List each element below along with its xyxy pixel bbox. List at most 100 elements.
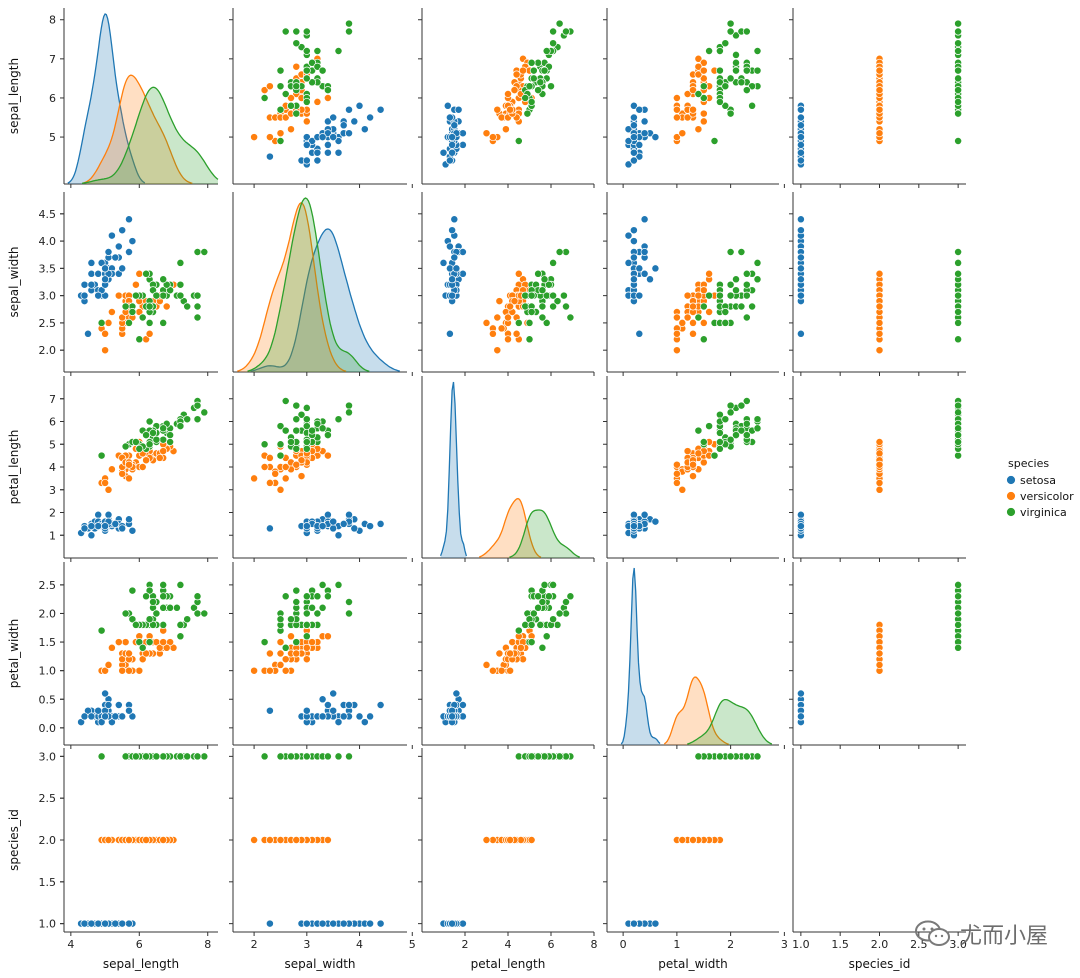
legend: species setosa versicolor virginica xyxy=(1006,457,1074,519)
point-setosa xyxy=(302,156,311,165)
point-versicolor xyxy=(135,269,144,278)
point-virginica xyxy=(534,269,543,278)
point-setosa xyxy=(635,291,644,300)
x-tick-label: 3 xyxy=(781,938,788,951)
point-setosa xyxy=(323,510,332,519)
point-virginica xyxy=(954,109,963,118)
kde-line-setosa xyxy=(620,567,661,745)
point-setosa xyxy=(458,140,467,149)
point-virginica xyxy=(732,66,740,75)
point-virginica xyxy=(954,66,963,75)
point-versicolor xyxy=(265,478,274,487)
panel-sepal_width-vs-sepal_length xyxy=(60,192,218,376)
point-virginica xyxy=(737,302,746,311)
y-tick-label: 3.0 xyxy=(39,750,57,763)
point-versicolor xyxy=(107,465,116,474)
point-virginica xyxy=(159,592,168,601)
point-virginica xyxy=(954,27,963,36)
point-virginica xyxy=(555,752,564,761)
panel-petal_width-vs-sepal_length xyxy=(60,562,218,749)
kde-line-versicolor xyxy=(83,74,193,184)
point-virginica xyxy=(559,291,568,300)
point-versicolor xyxy=(265,666,274,675)
y-axis-label-petal_width: petal_width xyxy=(7,619,21,688)
point-setosa xyxy=(329,689,338,698)
point-setosa xyxy=(94,706,103,715)
point-versicolor xyxy=(101,346,110,355)
point-setosa xyxy=(125,706,133,715)
point-virginica xyxy=(318,580,327,589)
point-virginica xyxy=(193,401,202,410)
point-virginica xyxy=(726,19,735,28)
point-setosa xyxy=(80,291,89,300)
point-virginica xyxy=(125,318,133,327)
point-versicolor xyxy=(125,474,133,483)
point-setosa xyxy=(94,269,103,278)
point-versicolor xyxy=(672,478,681,487)
point-virginica xyxy=(699,438,708,446)
point-virginica xyxy=(737,426,746,435)
y-axis-label-sepal_length: sepal_length xyxy=(7,58,21,134)
point-virginica xyxy=(549,291,558,300)
point-setosa xyxy=(629,113,638,122)
point-setosa xyxy=(313,148,322,157)
point-virginica xyxy=(345,401,353,410)
point-setosa xyxy=(114,701,123,709)
y-tick-label: 2 xyxy=(49,507,56,520)
point-setosa xyxy=(339,121,348,130)
point-versicolor xyxy=(699,117,708,126)
point-virginica xyxy=(166,438,175,446)
point-setosa xyxy=(624,231,633,240)
point-setosa xyxy=(458,712,467,721)
point-virginica xyxy=(753,424,762,433)
point-versicolor xyxy=(125,836,133,844)
kde-line-versicolor xyxy=(663,676,730,745)
point-setosa xyxy=(313,156,322,165)
point-versicolor xyxy=(138,655,147,664)
point-versicolor xyxy=(162,302,171,311)
point-setosa xyxy=(796,121,805,130)
point-versicolor xyxy=(497,324,506,333)
point-virginica xyxy=(699,302,708,311)
point-versicolor xyxy=(875,485,884,494)
x-axis-label-species_id: species_id xyxy=(849,957,911,971)
point-setosa xyxy=(329,524,338,533)
point-virginica xyxy=(131,291,140,300)
point-setosa xyxy=(629,510,638,519)
point-setosa xyxy=(796,275,805,284)
point-virginica xyxy=(159,435,168,444)
point-setosa xyxy=(448,275,457,284)
axis-labels-layer: 4 6 8 sepal_length 2 3 4 5 sepal_width 2 4 6 8 petal_… xyxy=(7,14,967,971)
point-setosa xyxy=(635,105,644,114)
point-virginica xyxy=(159,424,168,433)
point-virginica xyxy=(276,66,285,75)
point-versicolor xyxy=(875,478,884,487)
point-virginica xyxy=(128,308,137,316)
point-virginica xyxy=(334,47,343,55)
point-setosa xyxy=(796,140,805,149)
point-virginica xyxy=(954,401,963,410)
y-tick-label: 0.5 xyxy=(39,693,57,706)
point-setosa xyxy=(629,101,638,110)
point-setosa xyxy=(318,695,327,704)
panel-petal_width-vs-sepal_width xyxy=(229,562,413,749)
point-versicolor xyxy=(276,836,285,844)
point-virginica xyxy=(313,592,322,601)
point-versicolor xyxy=(292,62,301,71)
point-versicolor xyxy=(276,638,285,647)
point-virginica xyxy=(297,43,306,52)
point-versicolor xyxy=(101,666,110,675)
point-virginica xyxy=(742,269,751,278)
point-virginica xyxy=(544,280,553,289)
point-setosa xyxy=(302,706,311,715)
x-axis-label-petal_length: petal_length xyxy=(471,957,546,971)
point-virginica xyxy=(954,47,963,55)
point-setosa xyxy=(448,291,457,300)
point-virginica xyxy=(954,451,963,460)
point-setosa xyxy=(376,701,385,709)
point-virginica xyxy=(313,419,322,428)
point-virginica xyxy=(292,401,301,410)
panel-petal_width-vs-petal_length xyxy=(418,562,595,749)
point-virginica xyxy=(276,615,285,624)
point-setosa xyxy=(450,253,459,262)
